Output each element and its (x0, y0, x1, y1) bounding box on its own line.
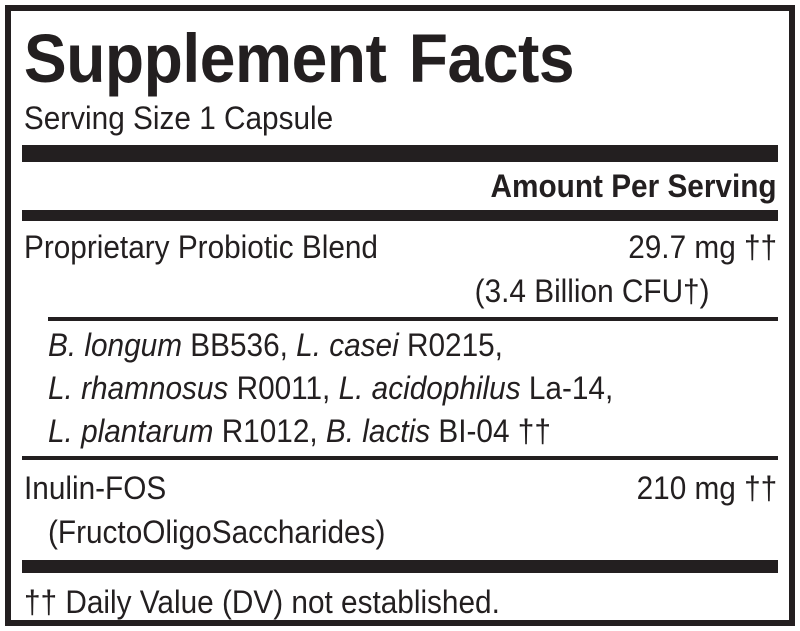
strain-line: B. longum BB536, L. casei R0215, (48, 324, 778, 367)
strain-code-text: R0011, (228, 370, 339, 406)
strain-line-2: L. rhamnosus R0011, L. acidophilus La-14… (48, 367, 613, 410)
blend-amount: 29.7 mg †† (628, 229, 777, 265)
footnote-text: †† Daily Value (DV) not established. (24, 584, 500, 620)
title-supplement: Supplement (23, 20, 387, 97)
serving-size-text: Serving Size 1 Capsule (23, 100, 334, 136)
strain-species-name: L. rhamnosus (48, 370, 229, 406)
inulin-subtitle: (FructoOligoSaccharides) (48, 514, 386, 550)
strain-code-text: BI-04 †† (430, 413, 551, 449)
strain-code-text: La-14, (520, 370, 614, 406)
strain-species-name: L. plantarum (48, 413, 214, 449)
nutrient-row-inulin: Inulin-FOS 210 mg †† (22, 466, 778, 510)
footnote-line: †† Daily Value (DV) not established. (22, 573, 778, 625)
amount-per-serving-label: Amount Per Serving (490, 168, 777, 204)
strain-list: B. longum BB536, L. casei R0215, L. rham… (22, 321, 778, 456)
blend-cfu-line: (3.4 Billion CFU†) (22, 269, 778, 317)
page-title: Supplement Facts (22, 11, 725, 97)
title-facts: Facts (408, 20, 575, 97)
divider-thin-above-strains (48, 317, 778, 321)
strain-species-name: B. longum (48, 327, 182, 363)
strain-code-text: R1012, (213, 413, 326, 449)
strain-code-text: BB536, (181, 327, 297, 363)
nutrient-row-blend: Proprietary Probiotic Blend 29.7 mg †† (22, 225, 778, 269)
divider-thin-above-inulin (22, 456, 778, 460)
divider-thick-bottom (22, 560, 778, 573)
supplement-facts-content: Supplement Facts Serving Size 1 Capsule A… (11, 11, 789, 620)
strain-line: L. rhamnosus R0011, L. acidophilus La-14… (48, 367, 778, 410)
inulin-name: Inulin-FOS (24, 470, 167, 506)
strain-line-3: L. plantarum R1012, B. lactis BI-04 †† (48, 410, 551, 453)
inulin-subtitle-line: (FructoOligoSaccharides) (22, 510, 778, 560)
strain-line-1: B. longum BB536, L. casei R0215, (48, 324, 503, 367)
divider-thick-top (22, 145, 778, 162)
strain-species-name: L. acidophilus (338, 370, 521, 406)
blend-cfu-value: (3.4 Billion CFU†) (475, 273, 710, 309)
blend-name: Proprietary Probiotic Blend (24, 229, 378, 265)
strain-line: L. plantarum R1012, B. lactis BI-04 †† (48, 410, 778, 453)
inulin-amount: 210 mg †† (636, 470, 777, 506)
supplement-facts-panel: Supplement Facts Serving Size 1 Capsule A… (5, 5, 795, 626)
strain-code-text: R0215, (398, 327, 503, 363)
strain-species-name: L. casei (296, 327, 399, 363)
divider-medium (22, 210, 778, 221)
amount-per-serving-header: Amount Per Serving (22, 162, 778, 210)
strain-species-name: B. lactis (325, 413, 431, 449)
